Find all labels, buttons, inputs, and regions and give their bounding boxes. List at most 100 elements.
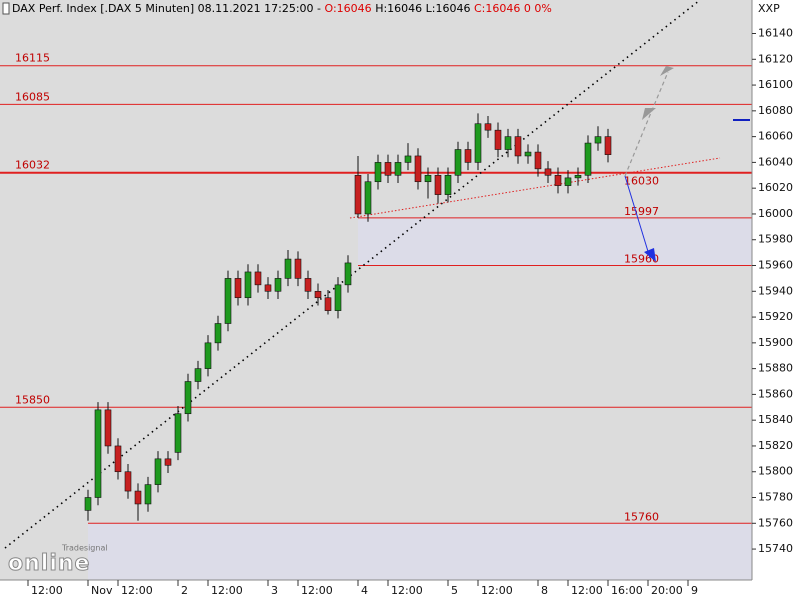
- support-label: 15997: [624, 205, 659, 218]
- y-tick-label: 15940: [758, 284, 793, 297]
- candle-body: [524, 151, 532, 157]
- candle-body: [274, 278, 282, 292]
- y-tick-label: 16020: [758, 181, 793, 194]
- candle-body: [174, 413, 182, 453]
- x-tick-label: 12:00: [211, 584, 243, 597]
- candle-body: [514, 136, 522, 157]
- x-tick-label: 2: [181, 584, 188, 597]
- trend-line: [4, 0, 701, 549]
- candle-body: [474, 123, 482, 163]
- x-tick-label: 16:00: [611, 584, 643, 597]
- candle-body: [484, 123, 492, 131]
- x-tick-label: 4: [361, 584, 368, 597]
- candle-body: [384, 162, 392, 176]
- y-tick-label: 15800: [758, 465, 793, 478]
- zone: [88, 523, 752, 580]
- candle-body: [184, 381, 192, 415]
- candle-body: [294, 258, 302, 279]
- candle-body: [344, 262, 352, 286]
- x-tick-label: Nov: [91, 584, 113, 597]
- level-label: 16032: [15, 159, 50, 172]
- y-tick-label: 16040: [758, 155, 793, 168]
- candle-body: [144, 484, 152, 505]
- candle-body: [304, 278, 312, 292]
- x-tick-label: 12:00: [391, 584, 423, 597]
- candle-body: [604, 136, 612, 155]
- candle-body: [504, 136, 512, 150]
- y-tick-label: 15740: [758, 542, 793, 555]
- arrow-head: [644, 248, 656, 262]
- y-tick-label: 15900: [758, 336, 793, 349]
- candle-body: [434, 174, 442, 195]
- header-close: C:16046 0 0%: [474, 2, 552, 15]
- candle-body: [554, 174, 562, 186]
- level-label: 16115: [15, 52, 50, 65]
- candle-body: [234, 278, 242, 299]
- plot-background: [0, 0, 752, 580]
- candle-body: [94, 409, 102, 498]
- logo: online: [8, 551, 90, 576]
- header-hl: H:16046 L:16046: [375, 2, 470, 15]
- candle-body: [444, 174, 452, 195]
- y-tick-label: 15760: [758, 516, 793, 529]
- candle-body: [224, 278, 232, 324]
- level-label: 15850: [15, 393, 50, 406]
- y-tick-label: 15920: [758, 310, 793, 323]
- candle-body: [354, 174, 362, 215]
- candle-body: [534, 151, 542, 170]
- arrow-head: [642, 108, 656, 120]
- y-tick-label: 15840: [758, 413, 793, 426]
- y-tick-label: 15860: [758, 387, 793, 400]
- candle-body: [374, 162, 382, 183]
- header: DAX Perf. Index [.DAX 5 Minuten] 08.11.2…: [12, 2, 552, 15]
- x-tick-label: 20:00: [651, 584, 683, 597]
- y-tick-label: 15980: [758, 233, 793, 246]
- candle-body: [414, 155, 422, 183]
- y-axis-panel: [752, 0, 800, 600]
- x-tick-label: 12:00: [571, 584, 603, 597]
- candle-body: [424, 174, 432, 183]
- candle-body: [194, 368, 202, 382]
- candle-body: [584, 142, 592, 176]
- candle-body: [134, 490, 142, 505]
- zone: [358, 217, 752, 266]
- header-text: DAX Perf. Index [.DAX 5 Minuten] 08.11.2…: [12, 2, 321, 15]
- x-tick-label: 12:00: [121, 584, 153, 597]
- x-tick-label: 12:00: [31, 584, 63, 597]
- candle-body: [104, 409, 112, 447]
- x-tick-label: 12:00: [301, 584, 333, 597]
- candle-body: [544, 168, 552, 176]
- projection-arrow-gray: [624, 71, 669, 177]
- candle-body: [164, 458, 172, 466]
- y-tick-label: 16000: [758, 207, 793, 220]
- x-tick-label: 9: [691, 584, 698, 597]
- header-icon: [2, 2, 10, 15]
- x-tick-label: 8: [541, 584, 548, 597]
- x-tick-label: 5: [451, 584, 458, 597]
- candle-body: [454, 149, 462, 176]
- candle-body: [204, 342, 212, 369]
- candle-body: [324, 297, 332, 311]
- logo-small: Tradesignal: [61, 544, 108, 553]
- level-label: 16085: [15, 90, 50, 103]
- projection-arrow: [624, 175, 651, 259]
- candle-body: [464, 149, 472, 163]
- y-tick-label: 15960: [758, 259, 793, 272]
- trend-line-red: [349, 157, 721, 219]
- candle-body: [214, 323, 222, 344]
- candle-body: [84, 497, 92, 511]
- candle-body: [254, 271, 262, 286]
- candle-body: [154, 458, 162, 485]
- x-axis-panel: [0, 580, 752, 600]
- candle-body: [394, 162, 402, 176]
- y-tick-label: 15880: [758, 362, 793, 375]
- marker-label: 16030: [624, 174, 659, 187]
- arrow-head: [660, 66, 674, 76]
- x-tick-label: 12:00: [481, 584, 513, 597]
- candle-body: [574, 174, 582, 179]
- support-label: 15760: [624, 510, 659, 523]
- x-tick-label: 3: [271, 584, 278, 597]
- candle-body: [264, 284, 272, 292]
